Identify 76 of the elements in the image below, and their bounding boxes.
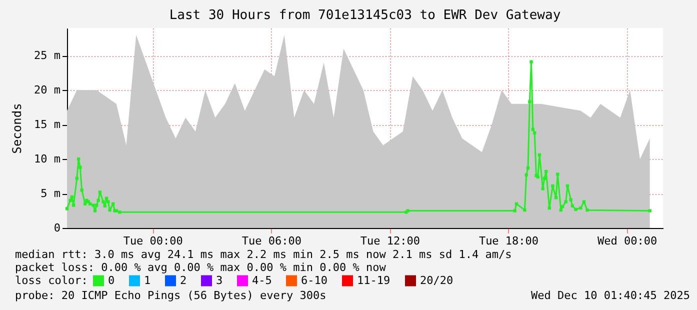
point xyxy=(524,173,528,176)
y-tick-label: 20 m xyxy=(34,84,61,97)
legend-label: 4-5 xyxy=(252,274,272,287)
legend-label: 0 xyxy=(108,274,115,287)
point xyxy=(569,198,572,202)
point xyxy=(523,208,526,212)
point xyxy=(559,208,563,212)
point xyxy=(70,195,74,199)
y-tick-label: 25 m xyxy=(34,49,61,62)
text: median rtt: 3.0 ms avg 24.1 ms max 2.2 ms min 2.5 ms now 2.1 ms sd 1.4 am/s xyxy=(15,248,512,261)
point xyxy=(556,172,560,176)
point xyxy=(564,200,568,204)
point xyxy=(76,157,80,161)
y-tick-label: 15 m xyxy=(34,118,61,132)
legend-label: 2 xyxy=(180,274,187,287)
point xyxy=(566,184,570,188)
legend-label: 20/20 xyxy=(420,274,454,287)
point xyxy=(65,207,69,210)
point xyxy=(106,200,110,204)
point xyxy=(104,196,108,200)
point xyxy=(530,60,533,64)
x-tick-label: Wed 00:00 xyxy=(597,234,658,248)
legend-label: 11-19 xyxy=(357,274,390,287)
point xyxy=(560,205,564,208)
point xyxy=(92,204,95,207)
point xyxy=(514,202,518,206)
point xyxy=(72,204,76,207)
point xyxy=(78,166,82,169)
point xyxy=(582,200,586,204)
y-tick-label: 5 m xyxy=(40,187,61,200)
point xyxy=(531,128,535,131)
point xyxy=(526,166,530,170)
point xyxy=(586,208,589,212)
point xyxy=(68,198,72,202)
point xyxy=(528,100,532,104)
legend-label: 1 xyxy=(144,274,151,287)
x-tick-label: Tue 18:00 xyxy=(478,234,539,248)
legend-title: loss color: xyxy=(15,274,88,287)
point xyxy=(96,198,100,202)
point xyxy=(541,187,544,190)
y-axis-title: Seconds xyxy=(10,103,24,154)
point xyxy=(548,206,551,210)
y-tick-label: 10 m xyxy=(34,152,61,166)
legend-label: 6-10 xyxy=(301,274,328,287)
legend-label: 3 xyxy=(216,274,223,287)
point xyxy=(533,131,536,134)
point xyxy=(80,188,84,192)
point xyxy=(108,208,112,212)
point xyxy=(554,196,558,200)
point xyxy=(538,153,542,156)
point xyxy=(88,202,92,206)
point xyxy=(84,202,87,206)
point xyxy=(551,184,554,188)
x-tick-label: Tue 00:00 xyxy=(123,234,183,248)
text: packet loss: 0.00 % avg 0.00 % max 0.00 % min 0.00 % now xyxy=(15,261,386,274)
point xyxy=(93,209,97,212)
point xyxy=(513,209,516,212)
x-tick-label: Tue 12:00 xyxy=(360,234,420,248)
point xyxy=(102,200,105,204)
point xyxy=(75,176,78,180)
x-tick-label: Tue 06:00 xyxy=(242,234,302,248)
point xyxy=(103,204,106,208)
point xyxy=(570,204,574,208)
chart-title: Last 30 Hours from 701e13145c03 to EWR Dev Gateway xyxy=(169,8,561,23)
y-tick-label: 0 xyxy=(54,222,60,234)
point xyxy=(544,170,548,174)
point xyxy=(579,206,582,210)
text: probe: 20 ICMP Echo Pings (56 Bytes) every 300s xyxy=(15,289,326,302)
point xyxy=(95,204,98,207)
point xyxy=(118,210,122,214)
point xyxy=(98,190,102,194)
point xyxy=(574,208,578,211)
point xyxy=(112,202,115,206)
point xyxy=(542,176,546,180)
point xyxy=(648,209,652,212)
text: Wed Dec 10 01:40:45 2025 xyxy=(531,289,690,302)
